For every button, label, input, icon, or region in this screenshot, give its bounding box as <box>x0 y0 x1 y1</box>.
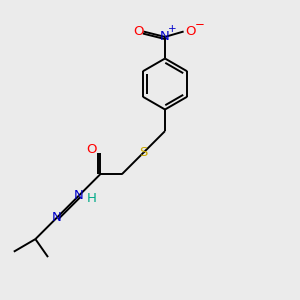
Text: O: O <box>185 25 196 38</box>
Text: H: H <box>87 192 97 206</box>
Text: S: S <box>139 146 148 159</box>
Text: −: − <box>195 18 205 32</box>
Text: N: N <box>74 189 83 203</box>
Text: O: O <box>133 25 143 38</box>
Text: O: O <box>86 143 97 156</box>
Text: N: N <box>160 30 170 44</box>
Text: +: + <box>168 24 177 34</box>
Text: N: N <box>52 211 62 224</box>
